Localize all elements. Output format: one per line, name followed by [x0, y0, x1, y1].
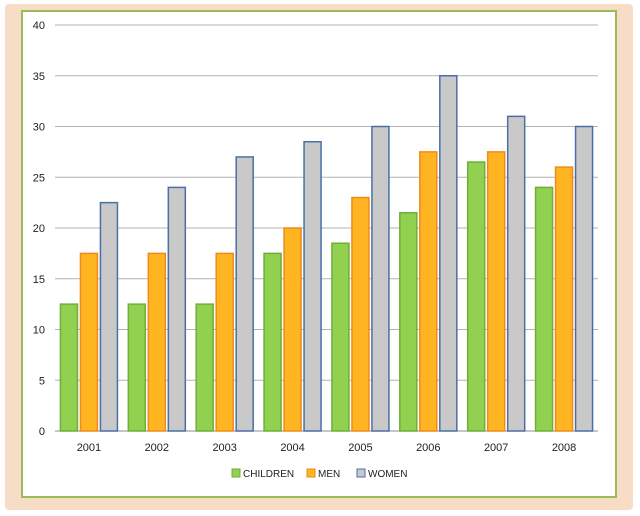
bar-men-2006	[419, 151, 438, 432]
bar-men-2001	[79, 252, 99, 432]
x-tick-label: 2002	[145, 442, 169, 454]
bars	[59, 75, 594, 432]
x-tick-label: 2008	[552, 442, 576, 454]
bar-men-2002	[147, 252, 167, 432]
legend-label-women: WOMEN	[368, 469, 407, 480]
x-tick-label: 2006	[416, 442, 440, 454]
bar-children-2005	[331, 242, 350, 432]
bar-women-2005	[371, 125, 390, 432]
bar-children-2002	[127, 303, 147, 432]
y-tick-label: 10	[33, 325, 45, 337]
bar-children-2001	[59, 303, 79, 432]
legend-label-children: CHILDREN	[243, 469, 294, 480]
x-tick-label: 2003	[212, 442, 236, 454]
y-tick-label: 30	[33, 122, 45, 134]
bar-children-2006	[399, 212, 418, 432]
legend-label-men: MEN	[318, 469, 340, 480]
y-tick-label: 20	[33, 223, 45, 235]
bar-men-2003	[215, 252, 234, 432]
y-tick-label: 40	[33, 20, 45, 32]
bar-women-2001	[99, 201, 119, 432]
x-tick-label: 2004	[280, 442, 304, 454]
bar-children-2004	[263, 252, 282, 432]
bar-children-2007	[466, 161, 486, 432]
legend-swatch-children	[231, 468, 241, 478]
bar-men-2005	[351, 196, 370, 432]
x-axis-tick-labels: 2001 2002 2003 2004 2005 2006 2007 2008	[77, 442, 577, 454]
bar-women-2007	[506, 115, 526, 432]
bar-women-2002	[167, 186, 187, 432]
bar-women-2004	[303, 140, 322, 432]
bar-women-2006	[439, 75, 458, 432]
legend-swatch-women	[356, 468, 366, 478]
y-tick-label: 25	[33, 172, 45, 184]
x-tick-label: 2007	[484, 442, 508, 454]
bar-men-2007	[486, 151, 506, 432]
x-tick-label: 2005	[348, 442, 372, 454]
bar-women-2003	[235, 156, 254, 432]
bar-children-2003	[195, 303, 214, 432]
bar-women-2008	[574, 125, 594, 432]
x-tick-label: 2001	[77, 442, 101, 454]
legend: CHILDREN MEN WOMEN	[231, 468, 407, 480]
bar-men-2008	[554, 166, 574, 432]
y-tick-label: 15	[33, 274, 45, 286]
y-tick-label: 35	[33, 71, 45, 83]
bar-men-2004	[283, 227, 302, 432]
y-tick-label: 0	[39, 426, 45, 438]
y-tick-label: 5	[39, 375, 45, 387]
legend-swatch-men	[306, 468, 316, 478]
y-axis-tick-labels: 0 5 10 15 20 25 30 35 40	[33, 20, 45, 438]
bar-children-2008	[534, 186, 554, 432]
